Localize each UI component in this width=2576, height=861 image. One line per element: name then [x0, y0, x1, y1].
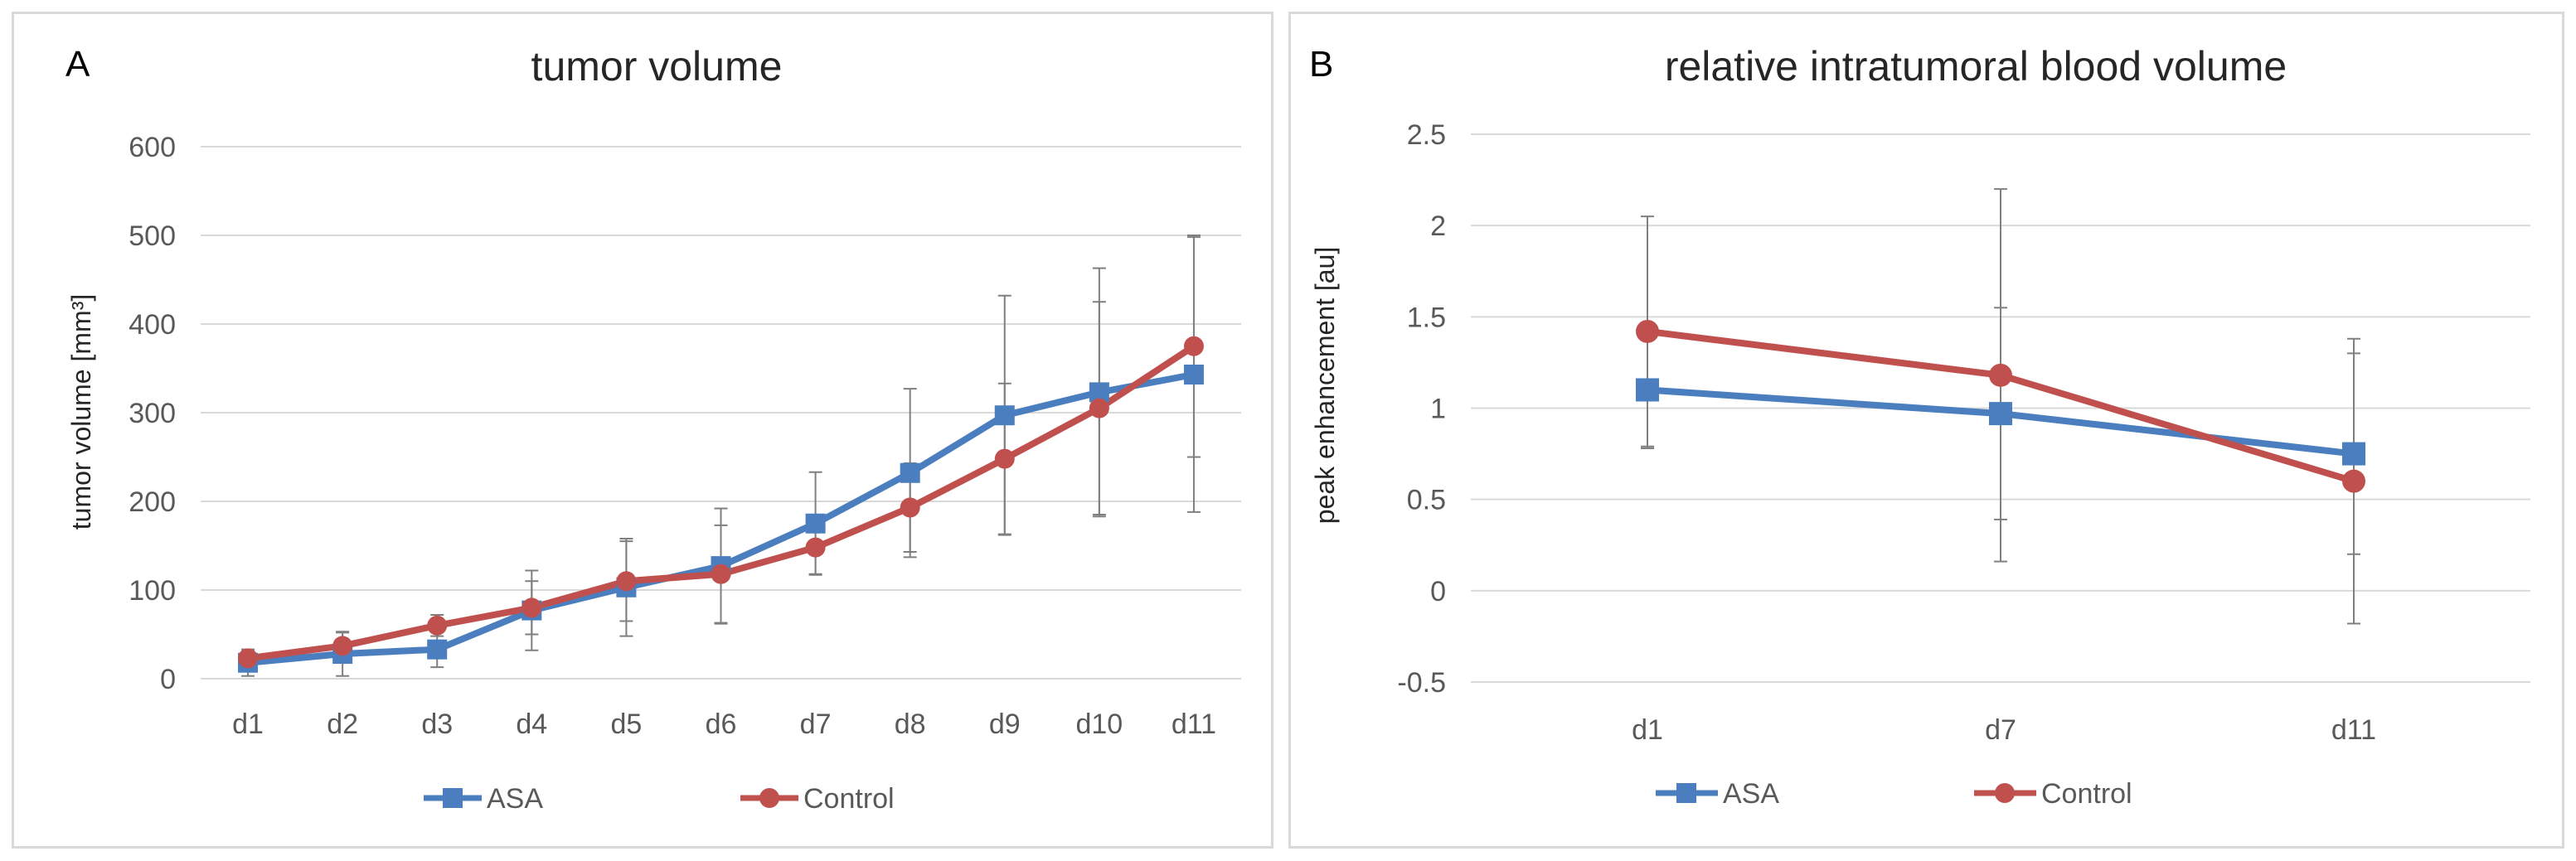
- y-tick-label: 300: [129, 398, 176, 429]
- legend-control-marker: [1995, 783, 2015, 803]
- data-point-control: [522, 597, 542, 618]
- data-point-control: [1183, 336, 1204, 356]
- chart-title-tumor-volume: tumor volume: [531, 43, 783, 89]
- y-tick-label: 2: [1430, 210, 1446, 242]
- y-tick-label: 100: [129, 575, 176, 607]
- data-point-control: [1636, 319, 1659, 343]
- y-axis-ticks: -0.5 0 0.5 1 1.5 2 2.5: [1397, 119, 1446, 699]
- y-tick-label: 2.5: [1407, 119, 1446, 151]
- legend: ASA Control: [1656, 778, 2132, 810]
- y-axis-label-tumor-volume: tumor volume [mm³]: [66, 294, 96, 530]
- data-point-asa: [900, 462, 920, 483]
- y-tick-label: 500: [129, 220, 176, 252]
- chart-panel-blood-volume: B relative intratumoral blood volume pea…: [1288, 12, 2564, 849]
- chart-title-blood-volume: relative intratumoral blood volume: [1665, 43, 2287, 89]
- data-point-control: [805, 537, 826, 558]
- legend-control-marker: [759, 788, 779, 808]
- y-tick-label: 1.5: [1407, 302, 1446, 333]
- grid-lines: [201, 146, 1241, 680]
- y-tick-label: -0.5: [1397, 667, 1446, 699]
- data-point-control: [711, 564, 731, 584]
- x-tick-label: d10: [1075, 709, 1123, 740]
- data-point-control: [616, 571, 637, 592]
- y-tick-label: 200: [129, 486, 176, 518]
- panel-letter-a: A: [65, 44, 90, 85]
- data-point-asa: [1989, 402, 2012, 426]
- y-tick-label: 600: [129, 132, 176, 163]
- data-point-control: [238, 648, 259, 669]
- legend-asa-label: ASA: [1723, 778, 1779, 810]
- x-tick-label: d4: [516, 709, 547, 740]
- y-tick-label: 1: [1430, 394, 1446, 425]
- data-point-control: [1089, 398, 1109, 418]
- series-markers: [238, 336, 1204, 673]
- x-tick-label: d1: [1632, 714, 1663, 746]
- x-tick-label: d6: [706, 709, 737, 740]
- data-point-asa: [1183, 364, 1204, 385]
- x-tick-label: d11: [1172, 709, 1216, 740]
- data-point-control: [994, 448, 1015, 469]
- legend: ASA Control: [424, 783, 895, 815]
- data-point-control: [900, 497, 920, 518]
- data-point-asa: [994, 405, 1015, 426]
- error-bars: [241, 235, 1201, 677]
- x-tick-label: d9: [989, 709, 1021, 740]
- x-tick-label: d2: [327, 709, 358, 740]
- legend-asa-marker: [443, 788, 463, 808]
- x-tick-label: d8: [895, 709, 926, 740]
- tumor-volume-chart: A tumor volume tumor volume [mm³] 0 100 20…: [65, 43, 1241, 815]
- y-axis-label-blood-volume: peak enhancement [au]: [1310, 247, 1340, 524]
- y-tick-label: 400: [129, 309, 176, 341]
- x-tick-label: d1: [232, 709, 264, 740]
- x-tick-label: d5: [610, 709, 642, 740]
- legend-asa-marker: [1676, 783, 1696, 803]
- x-tick-label: d7: [800, 709, 832, 740]
- x-tick-label: d3: [421, 709, 453, 740]
- legend-asa-label: ASA: [487, 783, 543, 815]
- x-axis-ticks: d1 d2 d3 d4 d5 d6 d7 d8 d9 d10 d11: [232, 709, 1216, 740]
- y-tick-label: 0: [1430, 576, 1446, 607]
- data-point-asa: [427, 639, 448, 660]
- legend-control-label: Control: [803, 783, 895, 815]
- data-point-asa: [1636, 378, 1659, 402]
- data-point-control: [2342, 469, 2365, 493]
- series-markers: [1636, 319, 2365, 493]
- data-point-asa: [805, 513, 826, 534]
- x-tick-label: d11: [2331, 714, 2376, 746]
- x-axis-ticks: d1 d7 d11: [1632, 714, 2376, 746]
- x-tick-label: d7: [1985, 714, 2016, 746]
- y-axis-ticks: 0 100 200 300 400 500 600: [129, 132, 176, 695]
- y-tick-label: 0.5: [1407, 485, 1446, 516]
- chart-panel-tumor-volume: A tumor volume tumor volume [mm³] 0 100 20…: [12, 12, 1273, 849]
- panel-letter-b: B: [1309, 44, 1333, 85]
- legend-control-label: Control: [2041, 778, 2132, 810]
- data-point-control: [427, 615, 448, 636]
- data-point-asa: [2342, 442, 2365, 466]
- data-point-control: [332, 636, 353, 656]
- blood-volume-chart: B relative intratumoral blood volume pea…: [1309, 43, 2530, 810]
- y-tick-label: 0: [160, 664, 176, 695]
- data-point-control: [1989, 363, 2012, 387]
